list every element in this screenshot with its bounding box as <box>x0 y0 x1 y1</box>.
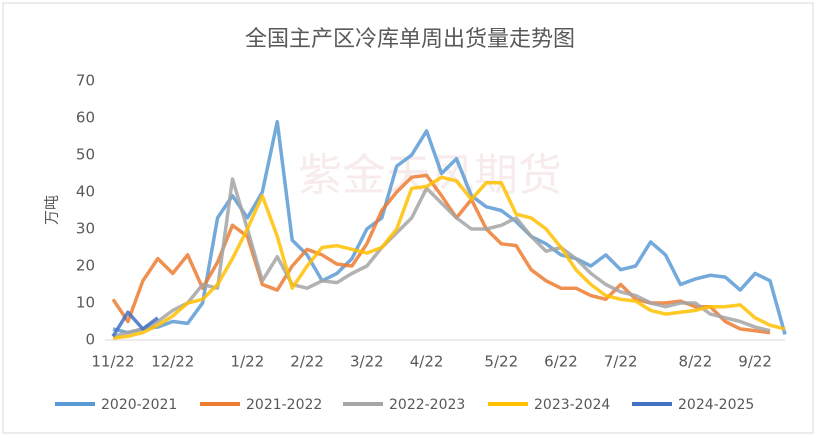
x-tick-label: 9/22 <box>738 353 772 371</box>
series-line <box>112 119 787 335</box>
x-tick-label: 8/22 <box>679 353 713 371</box>
y-tick-label: 40 <box>76 183 95 201</box>
x-tick-label: 4/22 <box>410 353 444 371</box>
series-line <box>111 310 159 338</box>
y-tick-label: 50 <box>76 146 95 164</box>
y-tick-label: 20 <box>76 257 95 275</box>
y-axis-label: 万吨 <box>43 195 61 225</box>
chart-frame <box>2 2 814 434</box>
legend-label: 2024-2025 <box>678 397 754 413</box>
y-tick-label: 30 <box>76 220 95 238</box>
y-tick-label: 10 <box>76 294 95 312</box>
x-tick-label: 12/22 <box>151 353 194 371</box>
y-tick-label: 60 <box>76 109 95 127</box>
series-line <box>112 175 786 340</box>
legend-label: 2023-2024 <box>534 397 610 413</box>
legend-label: 2021-2022 <box>246 397 322 413</box>
legend-label: 2022-2023 <box>389 397 465 413</box>
series-line <box>112 177 771 338</box>
x-tick-label: 5/22 <box>484 353 518 371</box>
x-tick-label: 6/22 <box>544 353 578 371</box>
x-tick-label: 11/22 <box>91 353 134 371</box>
chart-title: 全国主产区冷库单周出货量走势图 <box>245 27 575 52</box>
x-tick-label: 3/22 <box>350 353 384 371</box>
y-tick-label: 70 <box>76 72 95 90</box>
legend-label: 2020-2021 <box>101 397 177 413</box>
x-tick-label: 7/22 <box>604 353 638 371</box>
x-tick-label: 2/22 <box>290 353 324 371</box>
x-tick-label: 1/22 <box>231 353 265 371</box>
y-tick-label: 0 <box>85 331 95 349</box>
